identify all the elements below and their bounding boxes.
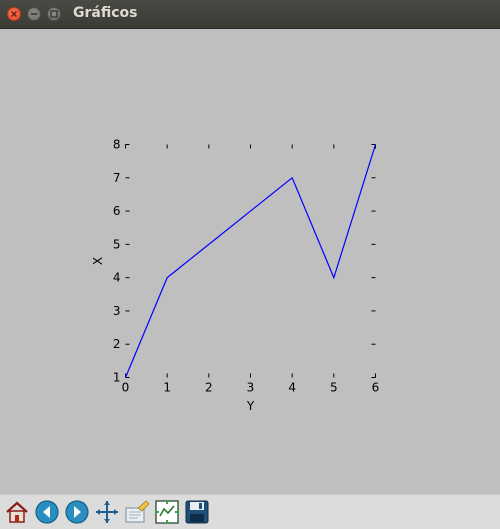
y-tick-label: 1 [113, 371, 121, 385]
home-button[interactable] [4, 499, 30, 525]
x-tick-label: 4 [288, 381, 296, 395]
y-tick-label: 5 [113, 237, 121, 251]
move-icon [94, 499, 120, 525]
pan-button[interactable] [94, 499, 120, 525]
x-tick-label: 3 [247, 381, 255, 395]
zoom-button[interactable] [124, 499, 150, 525]
y-tick-label: 8 [113, 138, 121, 152]
close-window-button[interactable] [7, 7, 21, 21]
window-title: Gráficos [73, 5, 137, 21]
close-icon [8, 8, 20, 20]
x-axis-label: Y [246, 399, 255, 413]
maximize-window-button[interactable] [47, 7, 61, 21]
save-button[interactable] [184, 499, 210, 525]
x-tick-label: 1 [163, 381, 171, 395]
y-tick-label: 4 [113, 271, 121, 285]
y-axis-label: X [91, 257, 105, 265]
subplots-icon [154, 499, 180, 525]
minimize-window-button[interactable] [27, 7, 41, 21]
x-tick-label: 6 [372, 381, 380, 395]
navigation-toolbar [0, 494, 500, 529]
y-tick-label: 7 [113, 171, 121, 185]
series-line [126, 145, 376, 378]
arrow-right-icon [64, 499, 90, 525]
y-tick-label: 3 [113, 304, 121, 318]
maximize-icon [48, 8, 60, 20]
minimize-icon [28, 8, 40, 20]
forward-button[interactable] [64, 499, 90, 525]
y-tick-label: 6 [113, 204, 121, 218]
zoom-rect-icon [124, 499, 150, 525]
x-tick-label: 0 [122, 381, 130, 395]
back-button[interactable] [34, 499, 60, 525]
title-bar: Gráficos [0, 0, 500, 29]
arrow-left-icon [34, 499, 60, 525]
x-tick-label: 5 [330, 381, 338, 395]
save-icon [184, 499, 210, 525]
y-tick-label: 2 [113, 337, 121, 351]
x-tick-label: 2 [205, 381, 213, 395]
subplots-button[interactable] [154, 499, 180, 525]
home-icon [4, 499, 30, 525]
